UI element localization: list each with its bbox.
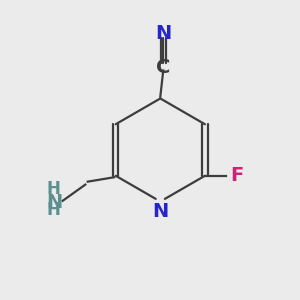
Text: N: N [46,193,63,212]
Text: F: F [230,166,243,185]
Text: N: N [155,24,171,43]
Text: H: H [47,201,61,219]
Text: H: H [47,180,61,198]
Text: C: C [156,58,170,77]
Text: N: N [152,202,168,221]
